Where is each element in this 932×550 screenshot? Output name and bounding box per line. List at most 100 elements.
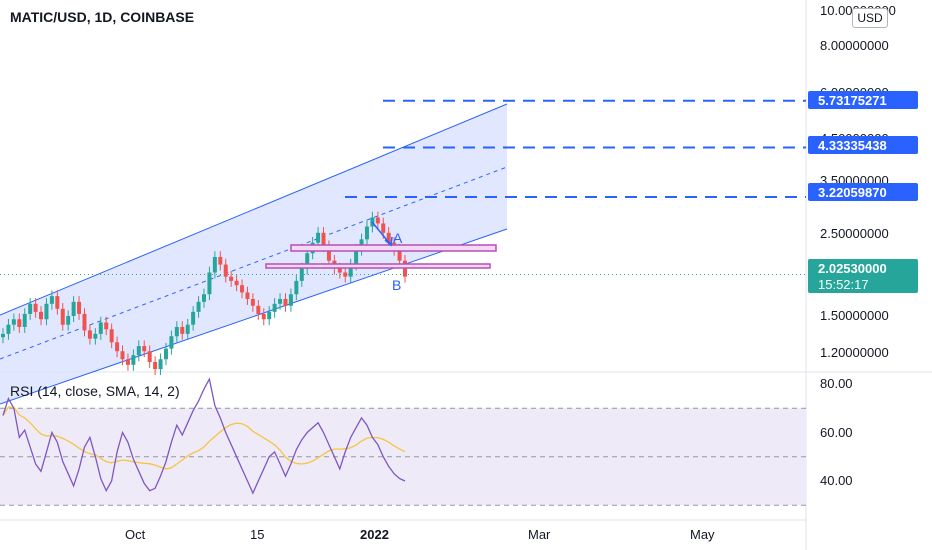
time-axis: Oct 15 2022 Mar May [125,527,715,542]
candle-body [229,276,234,281]
candle-body [174,326,179,337]
channel-upper-line [0,103,508,316]
candle-body [261,313,266,320]
candle-body [131,355,136,365]
candle-body [299,268,304,281]
candle-body [381,223,386,233]
candle-body [326,246,331,261]
candle-body [288,294,293,306]
candle-body [375,217,380,224]
candle-body [136,346,141,356]
channel-fill [0,104,507,404]
candle-body [364,226,369,240]
candle-body [60,308,65,325]
candle-body [397,249,402,261]
candle-body [185,324,190,334]
candle-body [39,311,44,320]
candle-body [245,292,250,299]
candle-body [44,303,49,320]
candle-body [321,232,326,247]
candle-body [305,253,310,269]
candlestick-series [1,211,407,376]
rsi-axis-label: 80.00 [820,376,853,391]
candle-body [82,313,87,331]
arrow-a-head [384,236,393,247]
resistance-zone [290,244,497,252]
candle-body [98,322,103,334]
candle-body [223,264,228,277]
currency-button[interactable]: USD [852,8,888,28]
candle-body [115,342,120,352]
candle-body [169,336,174,349]
candle-body [348,264,353,277]
point-a-label: A [393,230,403,246]
candle-body [71,301,76,317]
candle-body [163,348,168,360]
time-axis-label: 15 [250,527,264,542]
rsi-pane [0,377,806,506]
candle-body [109,329,114,343]
rsi-ma-line [2,406,406,470]
rsi-axis-label: 60.00 [820,425,853,440]
price-axis-label: 2.50000000 [820,226,889,241]
candle-body [55,296,60,309]
candle-body [1,333,5,338]
rsi-band-fill [0,408,806,506]
target-levels[interactable] [0,99,806,276]
candle-body [120,351,125,360]
target-price-label: 5.73175271 [818,93,887,108]
point-b-label: B [392,277,401,293]
candle-body [17,319,22,327]
channel-lower-line [0,228,508,405]
candle-body [22,313,27,327]
candle-body [343,272,348,277]
candle-body [180,326,185,334]
candle-body [234,280,239,286]
target-price-tag [808,136,918,154]
candle-body [240,285,245,293]
candle-body [77,301,82,314]
candle-body [142,346,147,352]
candle-body [256,305,261,314]
candle-body [66,316,71,325]
symbol-title: MATIC/USD, 1D, COINBASE [10,9,195,25]
candle-body [33,303,38,312]
candle-body [386,232,391,243]
countdown-label: 15:52:17 [818,277,869,292]
current-price-label: 2.02530000 [818,261,887,276]
candle-body [354,249,359,265]
candle-body [278,298,283,304]
time-axis-label: May [690,527,715,542]
candle-body [153,362,158,370]
candle-body [316,232,321,243]
price-axis-label: 1.50000000 [820,308,889,323]
candle-body [283,298,288,306]
time-axis-label: Oct [125,527,146,542]
rsi-line [2,377,406,495]
candle-body [28,303,33,314]
candle-body [207,272,212,295]
target-price-tag [808,91,918,109]
time-axis-label: Mar [528,527,551,542]
price-axis-label: 8.00000000 [820,38,889,53]
candle-body [49,296,54,304]
current-price-tag [808,259,918,293]
price-axis[interactable]: 10.000000008.000000006.000000004.5000000… [808,3,918,488]
candle-body [267,311,272,320]
candle-body [87,330,92,339]
candle-body [202,294,206,302]
support-zones[interactable]: AB [265,221,497,293]
candle-body [93,333,98,339]
candle-body [147,351,152,362]
rsi-axis-label: 40.00 [820,473,853,488]
candle-body [212,256,217,273]
price-axis-label: 1.20000000 [820,345,889,360]
candle-body [250,298,255,306]
candle-body [337,268,342,273]
candle-body [272,303,277,312]
candle-body [125,359,130,365]
candle-body [158,359,163,370]
target-price-label: 4.33335438 [818,138,887,153]
candle-body [6,324,11,334]
